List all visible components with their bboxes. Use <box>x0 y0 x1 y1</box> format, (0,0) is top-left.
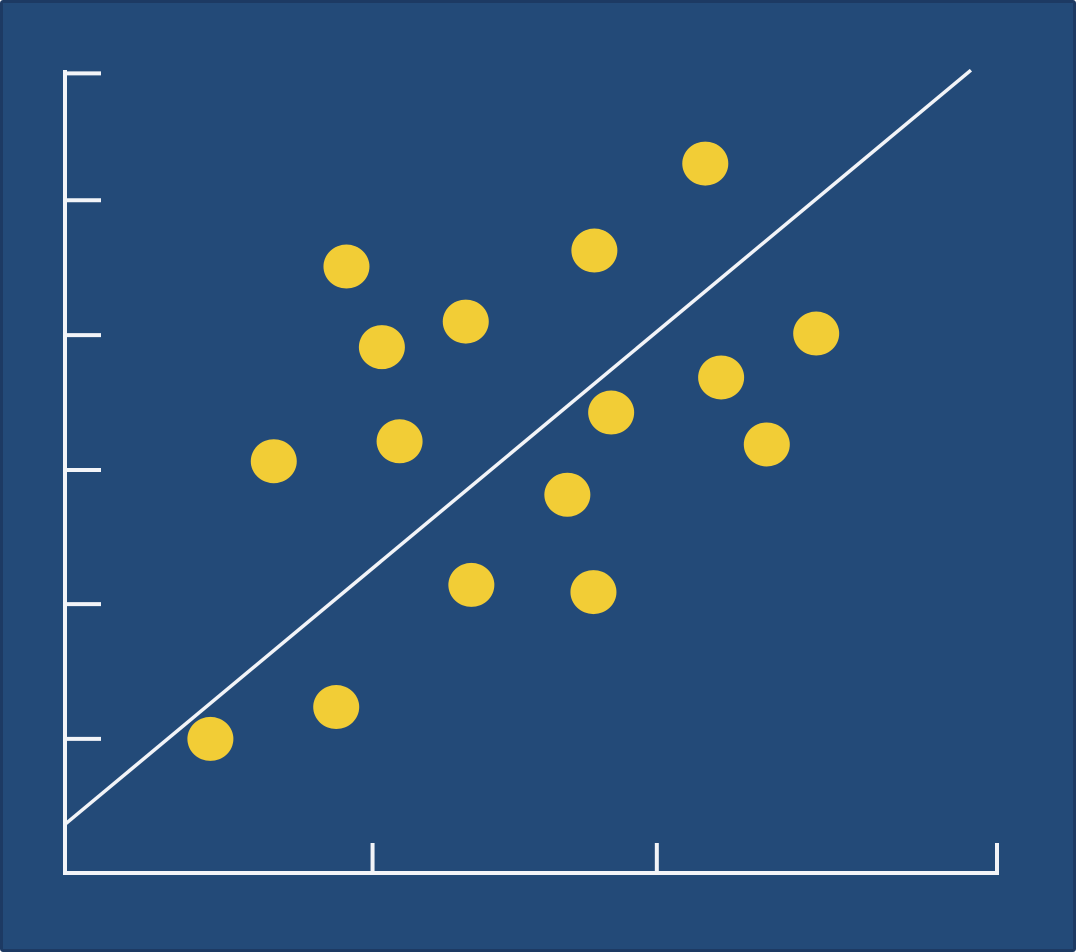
data-point-13 <box>682 141 729 186</box>
data-point-14 <box>698 355 745 400</box>
data-point-16 <box>793 311 840 356</box>
data-point-6 <box>376 419 423 464</box>
x-axis-ticks <box>370 843 999 873</box>
data-point-15 <box>743 422 790 467</box>
data-point-8 <box>448 562 495 607</box>
data-point-4 <box>323 244 370 289</box>
data-point-10 <box>570 570 617 615</box>
data-point-12 <box>588 390 635 435</box>
trend-line <box>63 68 973 826</box>
data-point-9 <box>544 472 591 517</box>
data-point-7 <box>442 299 489 344</box>
scatter-chart <box>3 3 1073 949</box>
data-point-2 <box>313 685 360 730</box>
data-points <box>187 141 840 761</box>
data-point-5 <box>358 325 405 370</box>
plot-background <box>3 3 1073 949</box>
y-axis-ticks <box>65 71 101 741</box>
data-point-1 <box>187 716 234 761</box>
data-point-11 <box>571 228 618 273</box>
data-point-3 <box>250 439 297 484</box>
